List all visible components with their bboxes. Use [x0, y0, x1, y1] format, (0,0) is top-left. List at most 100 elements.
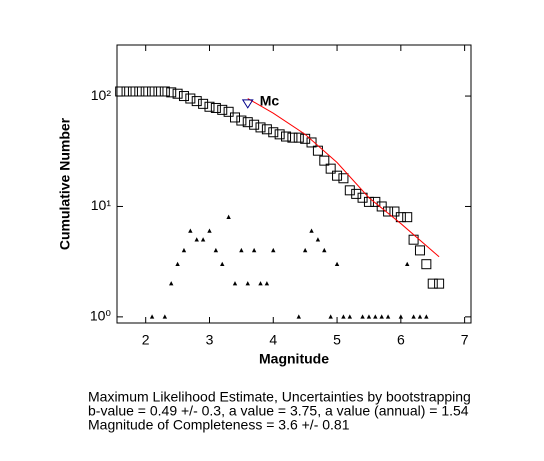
fit-line: [247, 98, 440, 258]
data-point: [147, 86, 158, 97]
data-point: [194, 237, 199, 242]
data-point: [408, 234, 419, 245]
data-point: [306, 137, 317, 148]
data-point: [230, 112, 240, 123]
data-point: [434, 278, 445, 289]
x-tick-label: 5: [333, 332, 341, 348]
data-point: [191, 96, 202, 107]
data-point: [398, 314, 404, 319]
data-point: [210, 102, 221, 113]
data-point: [414, 245, 425, 256]
data-point: [373, 314, 378, 319]
data-point: [376, 201, 387, 212]
data-point: [217, 104, 228, 115]
data-point: [149, 314, 155, 319]
data-point: [162, 314, 168, 319]
data-point: [341, 314, 346, 319]
data-point: [421, 259, 432, 270]
data-point: [271, 247, 276, 253]
data-point: [309, 228, 314, 233]
data-point: [236, 115, 247, 126]
y-tick-label: 10²: [91, 87, 112, 103]
data-point: [200, 237, 206, 242]
data-point: [385, 314, 391, 319]
data-point: [185, 93, 196, 104]
data-point: [405, 261, 410, 266]
data-point: [379, 314, 384, 319]
data-point: [402, 212, 413, 223]
annotation: Maximum Likelihood Estimate, Uncertainti…: [88, 389, 471, 405]
data-point: [134, 86, 145, 97]
data-point: [293, 132, 304, 143]
data-point: [159, 86, 170, 97]
x-tick-label: 7: [461, 332, 469, 348]
mc-label: Mc: [260, 93, 280, 109]
data-point: [223, 106, 234, 117]
data-point: [178, 91, 189, 102]
y-tick-label: 10⁰: [90, 308, 112, 324]
data-point: [332, 170, 343, 181]
data-point: [175, 261, 180, 266]
data-point: [302, 247, 308, 253]
y-axis-title: Cumulative Number: [57, 117, 73, 250]
data-point: [127, 86, 138, 97]
data-point: [328, 314, 333, 319]
data-point: [239, 247, 244, 253]
data-point: [360, 314, 365, 319]
data-point: [268, 127, 279, 138]
data-point: [121, 86, 132, 97]
y-tick-label: 10¹: [91, 197, 112, 213]
x-tick-label: 6: [397, 332, 405, 348]
data-point: [427, 278, 438, 289]
data-point: [319, 155, 330, 166]
data-point: [169, 281, 174, 286]
data-point: [226, 214, 231, 219]
data-point: [338, 173, 349, 184]
data-point: [207, 228, 212, 233]
data-point: [220, 261, 225, 266]
data-point: [166, 87, 177, 98]
data-point: [344, 185, 355, 196]
data-point: [366, 314, 372, 319]
x-axis-title: Magnitude: [259, 351, 329, 367]
data-point: [315, 237, 321, 242]
data-point: [198, 98, 209, 109]
data-point: [312, 145, 323, 156]
data-point: [181, 247, 187, 253]
data-point: [188, 228, 193, 233]
data-point: [251, 247, 257, 253]
data-point: [383, 206, 394, 217]
data-point: [213, 247, 219, 253]
plot-frame: [116, 44, 472, 324]
data-point: [395, 212, 406, 223]
data-point: [245, 281, 250, 286]
mc-marker: [241, 99, 254, 109]
data-point: [140, 86, 151, 97]
data-point: [281, 131, 292, 142]
data-point: [351, 188, 362, 199]
data-point: [249, 119, 260, 130]
data-point: [287, 132, 298, 143]
data-point: [325, 163, 336, 174]
data-point: [264, 281, 270, 286]
data-point: [258, 281, 263, 286]
data-point: [204, 101, 215, 112]
annotation: Magnitude of Completeness = 3.6 +/- 0.81: [88, 417, 350, 433]
x-tick-label: 3: [206, 332, 214, 348]
data-point: [322, 247, 327, 253]
data-point: [389, 206, 400, 217]
data-point: [115, 86, 126, 97]
data-point: [255, 122, 266, 133]
data-point: [334, 261, 340, 266]
data-point: [274, 129, 285, 140]
data-point: [242, 117, 253, 128]
data-point: [417, 314, 423, 319]
annotation: b-value = 0.49 +/- 0.3, a value = 3.75, …: [88, 403, 469, 419]
data-point: [347, 314, 353, 319]
data-point: [424, 314, 429, 319]
data-point: [232, 281, 238, 286]
data-point: [411, 314, 416, 319]
data-point: [261, 124, 272, 135]
data-point: [172, 88, 183, 99]
